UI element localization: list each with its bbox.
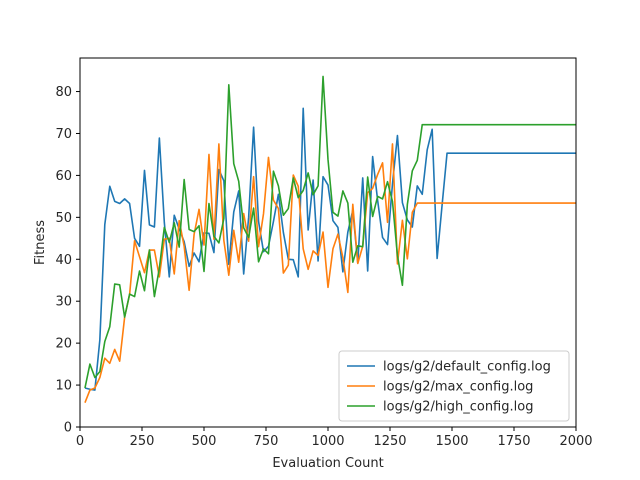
y-tick-label: 80 bbox=[55, 85, 72, 100]
x-axis: 0 250 500 750 1000 1250 1500 1750 2000 bbox=[76, 427, 593, 449]
x-tick-label: 750 bbox=[254, 434, 279, 449]
legend: logs/g2/default_config.log logs/g2/max_co… bbox=[338, 350, 570, 422]
y-tick-label: 0 bbox=[64, 421, 72, 436]
x-tick-label: 1250 bbox=[373, 434, 406, 449]
x-axis-label: Evaluation Count bbox=[272, 456, 383, 471]
y-tick-label: 70 bbox=[55, 127, 72, 142]
legend-entry-2: logs/g2/max_config.log bbox=[383, 380, 533, 395]
legend-box bbox=[338, 350, 570, 422]
y-tick-label: 50 bbox=[55, 211, 72, 226]
x-tick-label: 250 bbox=[130, 434, 155, 449]
legend-entry-1: logs/g2/default_config.log bbox=[383, 360, 551, 375]
y-tick-label: 40 bbox=[55, 253, 72, 268]
x-tick-label: 0 bbox=[76, 434, 84, 449]
x-tick-label: 1000 bbox=[311, 434, 344, 449]
y-tick-label: 60 bbox=[55, 169, 72, 184]
y-axis: 0 10 20 30 40 50 60 70 80 bbox=[55, 85, 80, 436]
x-tick-label: 500 bbox=[192, 434, 217, 449]
y-tick-label: 10 bbox=[55, 379, 72, 394]
x-tick-label: 1750 bbox=[497, 434, 530, 449]
series-line-3 bbox=[84, 75, 576, 389]
series-line-1 bbox=[84, 107, 576, 391]
legend-entry-3: logs/g2/high_config.log bbox=[383, 400, 533, 415]
y-axis-label: Fitness bbox=[33, 220, 48, 265]
y-tick-label: 20 bbox=[55, 337, 72, 352]
x-tick-label: 2000 bbox=[559, 434, 592, 449]
series-line-2 bbox=[84, 143, 576, 403]
x-tick-label: 1500 bbox=[435, 434, 468, 449]
series-layer bbox=[84, 75, 576, 403]
y-tick-label: 30 bbox=[55, 295, 72, 310]
